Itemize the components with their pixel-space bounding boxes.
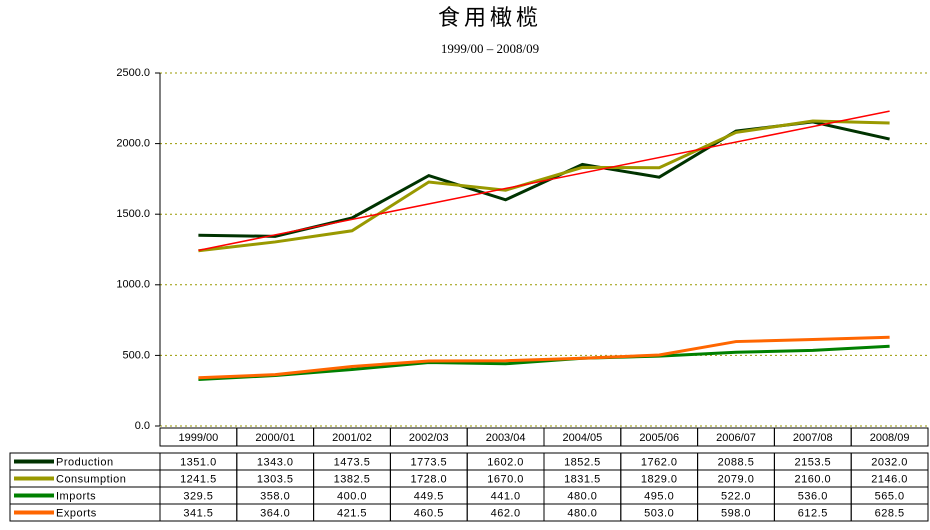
table-value: 480.0	[567, 490, 597, 502]
series-line	[198, 119, 890, 253]
table-value: 1382.5	[334, 473, 371, 485]
x-tick-label: 2008/09	[870, 432, 910, 444]
table-value: 2153.5	[794, 456, 831, 468]
x-tick-label: 2005/06	[639, 432, 679, 444]
table-value: 1303.5	[257, 473, 294, 485]
x-tick-label: 2001/02	[332, 432, 372, 444]
table-value: 628.5	[875, 507, 905, 519]
table-value: 1728.0	[410, 473, 447, 485]
y-tick-label: 1500.0	[116, 208, 150, 220]
table-value: 1670.0	[487, 473, 524, 485]
table-cell	[850, 427, 929, 447]
legend-label: Imports	[56, 490, 96, 502]
table-value: 2032.0	[871, 456, 908, 468]
x-tick-label: 2007/08	[793, 432, 833, 444]
table-value: 1241.5	[180, 473, 217, 485]
table-value: 522.0	[721, 490, 751, 502]
table-value: 536.0	[798, 490, 828, 502]
table-value: 1829.0	[641, 473, 678, 485]
y-tick-label: 2000.0	[116, 138, 150, 150]
x-tick-label: 2004/05	[563, 432, 603, 444]
table-value: 2088.5	[718, 456, 755, 468]
chart-subtitle: 1999/00 – 2008/09	[441, 41, 539, 56]
table-value: 1602.0	[487, 456, 524, 468]
table-value: 503.0	[644, 507, 674, 519]
series-line	[198, 344, 890, 381]
table-value: 460.5	[414, 507, 444, 519]
table-value: 1773.5	[410, 456, 447, 468]
x-tick-label: 2000/01	[255, 432, 295, 444]
x-tick-label: 2006/07	[716, 432, 756, 444]
table-value: 2160.0	[794, 473, 831, 485]
table-value: 2146.0	[871, 473, 908, 485]
table-value: 2079.0	[718, 473, 755, 485]
table-value: 1831.5	[564, 473, 601, 485]
table-value: 341.5	[183, 507, 213, 519]
table-value: 612.5	[798, 507, 828, 519]
legend-label: Consumption	[56, 473, 126, 485]
table-value: 565.0	[875, 490, 905, 502]
table-value: 480.0	[567, 507, 597, 519]
table-value: 441.0	[491, 490, 521, 502]
table-value: 400.0	[337, 490, 367, 502]
y-tick-label: 1000.0	[116, 279, 150, 291]
series-line	[198, 335, 890, 380]
legend-label: Production	[56, 456, 114, 468]
table-value: 421.5	[337, 507, 367, 519]
table-value: 462.0	[491, 507, 521, 519]
legend-label: Exports	[56, 507, 97, 519]
table-value: 1351.0	[180, 456, 217, 468]
table-value: 1473.5	[334, 456, 371, 468]
table-value: 449.5	[414, 490, 444, 502]
x-tick-label: 1999/00	[179, 432, 219, 444]
y-tick-label: 0.0	[135, 420, 150, 432]
table-value: 495.0	[644, 490, 674, 502]
x-tick-label: 2002/03	[409, 432, 449, 444]
table-value: 1852.5	[564, 456, 601, 468]
trend-line	[198, 110, 890, 252]
x-tick-label: 2003/04	[486, 432, 526, 444]
table-value: 598.0	[721, 507, 751, 519]
y-tick-label: 2500.0	[116, 67, 150, 79]
table-cell	[850, 503, 929, 522]
table-value: 329.5	[183, 490, 213, 502]
chart-title: 食用橄榄	[438, 5, 542, 30]
y-tick-label: 500.0	[122, 349, 150, 361]
table-value: 358.0	[260, 490, 290, 502]
table-value: 1762.0	[641, 456, 678, 468]
table-value: 364.0	[260, 507, 290, 519]
table-value: 1343.0	[257, 456, 294, 468]
